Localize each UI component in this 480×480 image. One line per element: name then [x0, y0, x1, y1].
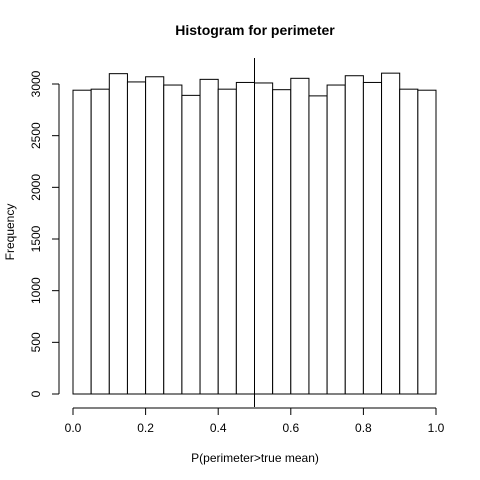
histogram-bar — [308, 95, 328, 395]
bars-layer — [72, 72, 437, 395]
histogram-bar — [272, 89, 292, 395]
y-tick-label: 1000 — [29, 277, 43, 304]
y-tick-label: 0 — [29, 390, 43, 397]
histogram-bar — [199, 78, 219, 395]
histogram-bar — [254, 82, 274, 395]
histogram-bar — [381, 72, 401, 395]
histogram-bar — [417, 89, 437, 395]
histogram-bar — [326, 84, 346, 395]
histogram-bar — [108, 73, 128, 395]
x-tick-label: 0.2 — [137, 421, 154, 435]
histogram-bar — [72, 89, 92, 395]
histogram-bar — [217, 88, 237, 395]
histogram-bar — [362, 81, 383, 395]
y-tick-label: 500 — [29, 332, 43, 352]
histogram-bar — [126, 81, 147, 395]
histogram-bar — [181, 94, 201, 395]
x-tick-label: 1.0 — [428, 421, 445, 435]
histogram-bar — [344, 75, 364, 395]
x-axis: 0.0 0.2 0.4 0.6 0.8 1.0 — [65, 407, 445, 435]
y-axis: 0 500 1000 1500 2000 2500 3000 — [29, 70, 60, 397]
histogram-bar — [163, 84, 183, 395]
chart-title: Histogram for perimeter — [175, 22, 335, 38]
y-tick-label: 3000 — [29, 70, 43, 97]
histogram-bar — [90, 88, 110, 395]
x-tick-label: 0.8 — [355, 421, 372, 435]
x-axis-label: P(perimeter>true mean) — [191, 451, 319, 465]
x-tick-label: 0.6 — [282, 421, 299, 435]
x-tick-label: 0.4 — [210, 421, 227, 435]
y-tick-label: 2000 — [29, 174, 43, 201]
y-tick-label: 1500 — [29, 225, 43, 252]
histogram-bar — [145, 76, 165, 395]
y-tick-label: 2500 — [29, 122, 43, 149]
histogram-bar — [235, 81, 256, 395]
histogram-bar — [399, 88, 419, 395]
histogram-bar — [290, 77, 310, 395]
x-tick-label: 0.0 — [65, 421, 82, 435]
y-axis-label: Frequency — [3, 204, 17, 261]
